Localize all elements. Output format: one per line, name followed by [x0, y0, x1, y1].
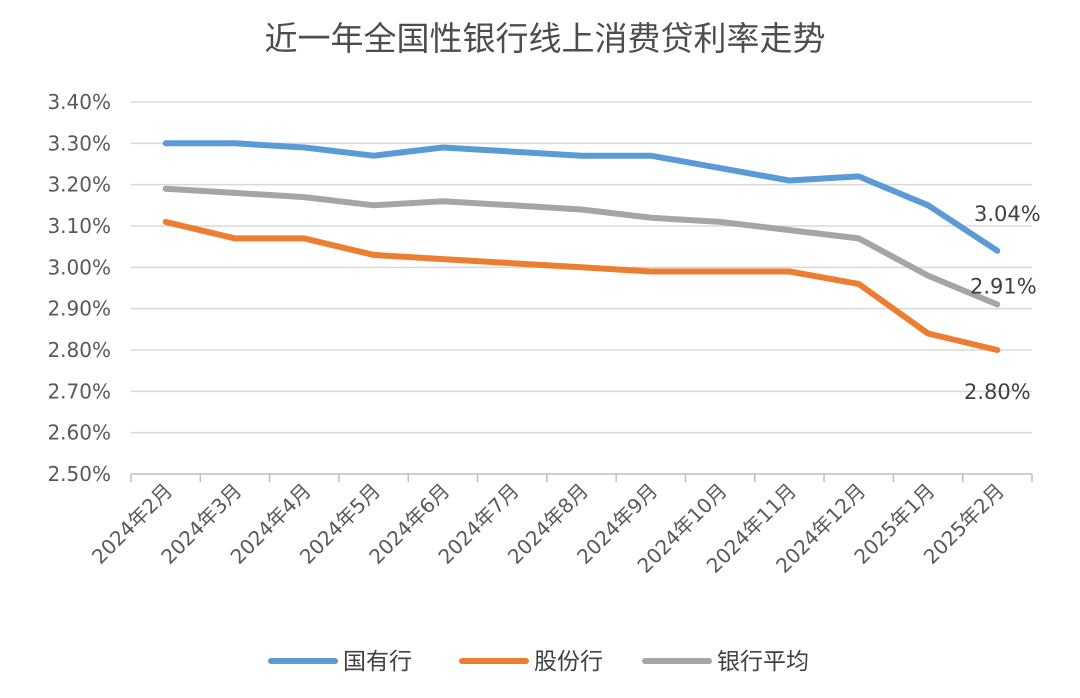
x-axis-tick-labels: 2024年2月2024年3月2024年4月2024年5月2024年6月2024年… [87, 479, 1009, 578]
y-tick-label: 2.90% [47, 297, 111, 321]
legend-label-1: 股份行 [534, 649, 603, 675]
series-line-1 [162, 218, 1001, 353]
y-tick-label: 3.30% [47, 131, 111, 155]
legend-label-0: 国有行 [343, 649, 412, 675]
chart-title: 近一年全国性银行线上消费贷利率走势 [265, 19, 826, 58]
y-tick-label: 2.50% [47, 462, 111, 486]
y-tick-label: 2.70% [47, 379, 111, 403]
series-lines [162, 140, 1001, 353]
data-label-1: 2.80% [964, 380, 1031, 404]
y-tick-label: 3.20% [47, 173, 111, 197]
x-axis [130, 473, 1033, 482]
y-tick-label: 2.80% [47, 338, 111, 362]
y-tick-label: 3.10% [47, 214, 111, 238]
y-tick-label: 2.60% [47, 421, 111, 445]
data-label-0: 3.04% [974, 202, 1041, 226]
legend: 国有行 股份行 银行平均 [268, 649, 809, 675]
y-tick-label: 3.40% [47, 90, 111, 114]
data-label-2: 2.91% [970, 275, 1037, 299]
series-line-2 [162, 185, 1001, 308]
legend-label-2: 银行平均 [717, 649, 809, 675]
data-labels: 3.04% 2.80% 2.91% [964, 202, 1041, 404]
y-tick-label: 3.00% [47, 255, 111, 279]
series-line-0 [162, 140, 1001, 254]
y-axis-tick-labels: 2.50% 2.60% 2.70% 2.80% 2.90% 3.00% 3.10% 3.20%… [47, 90, 111, 486]
